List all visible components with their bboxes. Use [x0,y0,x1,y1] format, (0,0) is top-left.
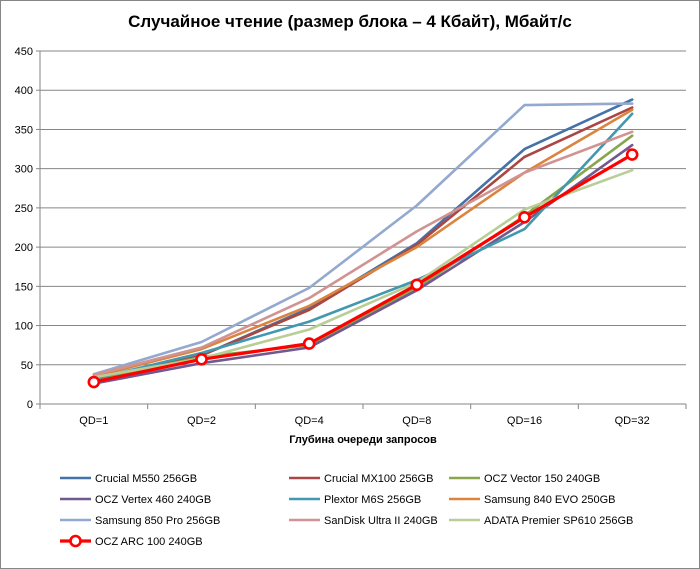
legend-item: Crucial MX100 256GB [289,473,433,485]
series-line-1 [92,106,634,381]
x-tick-label: QD=16 [507,415,542,427]
legend-item: OCZ ARC 100 240GB [60,534,203,548]
y-tick-label: 450 [15,46,33,58]
legend-label: Crucial MX100 256GB [324,473,433,485]
series-point [625,148,639,161]
series-point [518,211,531,224]
series-line-7 [92,130,634,377]
legend-marker [69,534,82,548]
y-tick-label: 200 [15,242,33,254]
legend-label: Crucial M550 256GB [95,473,197,485]
series-point [302,337,316,350]
y-tick-label: 400 [15,85,33,97]
x-tick-label: QD=32 [615,415,650,427]
grid-layer [40,50,686,366]
series-point [87,375,101,389]
x-tick-label: QD=4 [295,415,324,427]
legend-item: Samsung 840 EVO 250GB [449,494,615,506]
y-tick-label: 100 [15,321,33,333]
y-tick-label: 50 [21,360,33,372]
legend-label: Samsung 840 EVO 250GB [484,494,615,506]
x-tick-label: QD=8 [402,415,431,427]
legend-item: ADATA Premier SP610 256GB [449,515,633,527]
legend-label: SanDisk Ultra II 240GB [324,515,438,527]
legend-item: Samsung 850 Pro 256GB [60,515,220,527]
y-tick-label: 0 [27,399,33,411]
legend-item: Plextor M6S 256GB [289,494,421,506]
legend-item: SanDisk Ultra II 240GB [289,515,438,527]
legend-item: Crucial M550 256GB [60,473,197,485]
x-tick-label: QD=1 [79,415,108,427]
y-tick-label: 250 [15,203,33,215]
series-point [195,352,208,366]
legend-label: OCZ Vector 150 240GB [484,473,600,485]
legend-item: OCZ Vector 150 240GB [449,473,600,485]
x-axis-title: Глубина очереди запросов [289,434,437,446]
legend-item: OCZ Vertex 460 240GB [60,494,211,506]
y-tick-label: 300 [15,164,33,176]
chart-title: Случайное чтение (размер блока – 4 Кбайт… [128,12,572,31]
legend-label: Samsung 850 Pro 256GB [95,515,220,527]
legend-label: OCZ Vertex 460 240GB [95,494,211,506]
legend-label: ADATA Premier SP610 256GB [484,515,633,527]
series-line-5 [92,108,634,378]
series-line-9 [92,152,634,384]
series-line-0 [92,98,634,380]
series-line-6 [92,102,634,376]
y-tick-label: 150 [15,281,33,293]
legend: Crucial M550 256GB Crucial MX100 256GB OCZ… [60,473,633,548]
series-layer [87,98,639,389]
series-point [410,278,424,292]
series-line-4 [92,112,634,381]
axis-layer: 0 50 100 150 200 250 300 350 400 450 QD=1 QD=2 QD=4 Q… [15,46,687,427]
legend-label: OCZ ARC 100 240GB [95,536,203,548]
y-tick-label: 350 [15,124,33,136]
legend-label: Plextor M6S 256GB [324,494,421,506]
x-tick-label: QD=2 [187,415,216,427]
series-line-2 [92,134,634,382]
